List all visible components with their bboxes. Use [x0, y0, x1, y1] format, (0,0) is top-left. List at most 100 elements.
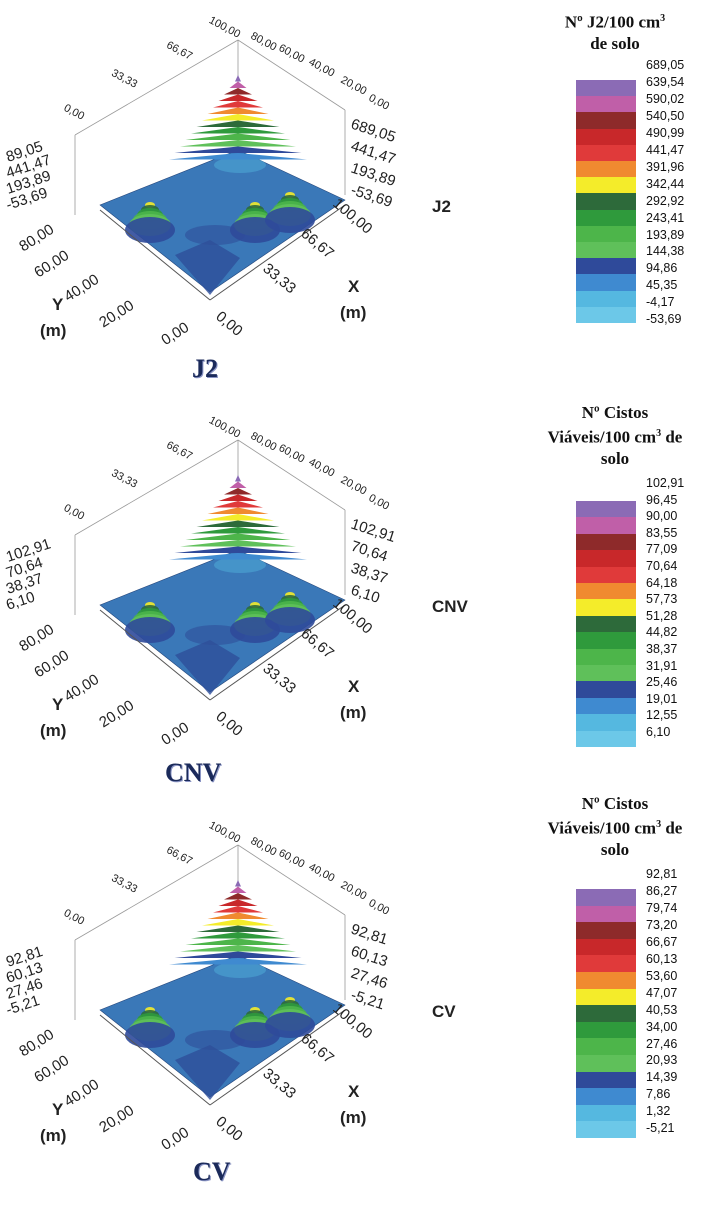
surface-floor: [99, 549, 346, 693]
legend-tick-label: 38,37: [646, 642, 678, 656]
legend-tick-label: 40,53: [646, 1002, 678, 1017]
surface-hump: [265, 592, 315, 633]
legend-swatch: [576, 955, 636, 973]
y-tick-label: 40,00: [61, 271, 102, 305]
surface-plot: 100,0066,6733,330,0080,0060,0040,0020,00…: [4, 14, 451, 349]
y-tick-label: 20,00: [96, 297, 137, 331]
legend-tick-label: 25,46: [646, 675, 678, 690]
y-tick-label: 80,00: [16, 1026, 57, 1060]
legend-tick-label: 342,44: [646, 176, 685, 191]
legend-swatch: [576, 306, 636, 324]
legend-swatch: [576, 1121, 636, 1139]
surface-peak: [169, 75, 307, 160]
legend-swatch: [576, 972, 636, 990]
back-x-tick-label: 100,00: [207, 819, 242, 845]
legend-swatch: [576, 177, 636, 194]
legend-tick-label: 27,46: [646, 1036, 678, 1051]
chart-panel-cnv: 100,00 66,67 33,33 0,00 80,00 60,00 40,00 20,00…: [0, 400, 714, 800]
x-tick-label: 0,00: [212, 1113, 245, 1145]
surface-peak: [169, 880, 307, 965]
front-axes: [99, 204, 346, 301]
y-tick-label: 20,00: [96, 1102, 137, 1136]
legend-tick-label: 292,92: [646, 193, 685, 208]
legend-swatch: [576, 1088, 636, 1106]
y-tick-label: 80,00: [16, 221, 57, 255]
surface-plot: 100,0066,6733,330,0080,0060,0040,0020,00…: [4, 819, 456, 1154]
legend-swatch: [576, 209, 636, 227]
chart-panel-cv: 100,00 66,67 33,33 0,00 80,00 60,00 40,00 20,00…: [0, 794, 714, 1205]
legend-tick-label: 490,99: [646, 125, 685, 140]
back-y-tick-label: 0,00: [367, 897, 392, 918]
legend-swatch: [576, 714, 636, 732]
z-axis-label: CV: [432, 1002, 456, 1021]
legend-tick-label: 64,18: [646, 575, 678, 590]
legend-swatch: [576, 501, 636, 518]
legend-tick-label: 79,74: [646, 900, 678, 915]
legend-swatch: [576, 632, 636, 650]
legend-tick-label: 20,93: [646, 1053, 678, 1068]
legend-tick-label: 243,41: [646, 210, 685, 225]
legend-swatch: [576, 80, 636, 97]
chart-panel-j2: 100,00 66,67 33,33 0,00 80,00 60,00 40,00 20,00…: [0, 0, 714, 400]
legend-swatch: [576, 1055, 636, 1073]
x-tick-label: 66,67: [297, 225, 337, 262]
legend-tick-label: 102,91: [646, 476, 685, 490]
back-y-tick-label: 60,00: [277, 42, 307, 66]
legend-tick-label: 391,96: [646, 159, 685, 174]
legend-swatch: [576, 112, 636, 130]
legend-tick-label: 14,39: [646, 1070, 678, 1085]
y-tick-label: 0,00: [158, 719, 192, 749]
legend-tick-label: 540,50: [646, 108, 685, 123]
legend-tick-label: 193,89: [646, 227, 685, 242]
legend-swatch: [576, 681, 636, 699]
legend-swatch: [576, 225, 636, 243]
legend-swatch: [576, 615, 636, 633]
legend-swatch: [576, 648, 636, 666]
back-x-tick-label: 33,33: [109, 67, 139, 91]
legend-swatch: [576, 128, 636, 146]
legend-tick-label: 53,60: [646, 968, 678, 983]
x-tick-label: 0,00: [212, 708, 245, 740]
legend-title: Nº Cistos Viáveis/100 cm3 de solo: [547, 794, 683, 859]
back-y-tick-label: 0,00: [367, 92, 392, 113]
legend-tick-label: 66,67: [646, 934, 678, 949]
x-axis-label: X: [348, 677, 360, 696]
back-y-tick-label: 60,00: [277, 442, 307, 466]
x-tick-label: 33,33: [259, 1065, 299, 1102]
x-axis-unit: (m): [340, 303, 366, 322]
legend-swatch: [576, 1104, 636, 1122]
back-x-tick-label: 0,00: [62, 102, 87, 123]
y-tick-label: 40,00: [61, 671, 102, 705]
y-tick-label: 0,00: [158, 1124, 192, 1154]
x-tick-label: 33,33: [259, 660, 299, 697]
legend-swatch: [576, 988, 636, 1006]
legend-tick-label: 94,86: [646, 261, 678, 276]
legend-tick-label: 689,05: [646, 58, 685, 72]
chart-title: CNV: [165, 758, 222, 787]
legend-swatch: [576, 161, 636, 178]
legend-swatch: [576, 290, 636, 308]
back-x-tick-label: 0,00: [62, 502, 87, 523]
back-x-tick-label: 66,67: [164, 39, 194, 63]
back-x-tick-label: 100,00: [207, 14, 242, 40]
legend-swatch: [576, 889, 636, 907]
legend-swatch: [576, 583, 636, 600]
surface-hump: [265, 192, 315, 233]
legend-tick-label: 57,73: [646, 592, 678, 607]
legend-swatch: [576, 566, 636, 584]
back-y-tick-label: 60,00: [277, 847, 307, 871]
y-tick-label: 80,00: [16, 621, 57, 655]
x-tick-label: 33,33: [259, 260, 299, 297]
back-y-tick-label: 20,00: [339, 474, 369, 498]
legend-swatch: [576, 938, 636, 956]
legend-tick-label: 86,27: [646, 883, 678, 898]
legend-tick-label: 6,10: [646, 725, 671, 739]
surface-hump: [265, 997, 315, 1038]
legend-swatch: [576, 1005, 636, 1023]
y-tick-label: 40,00: [61, 1076, 102, 1110]
legend-tick-label: 70,64: [646, 559, 678, 573]
back-x-tick-label: 33,33: [109, 872, 139, 896]
back-y-tick-label: 40,00: [307, 861, 337, 885]
legend-swatch: [576, 533, 636, 551]
legend-tick-label: 441,47: [646, 142, 685, 157]
